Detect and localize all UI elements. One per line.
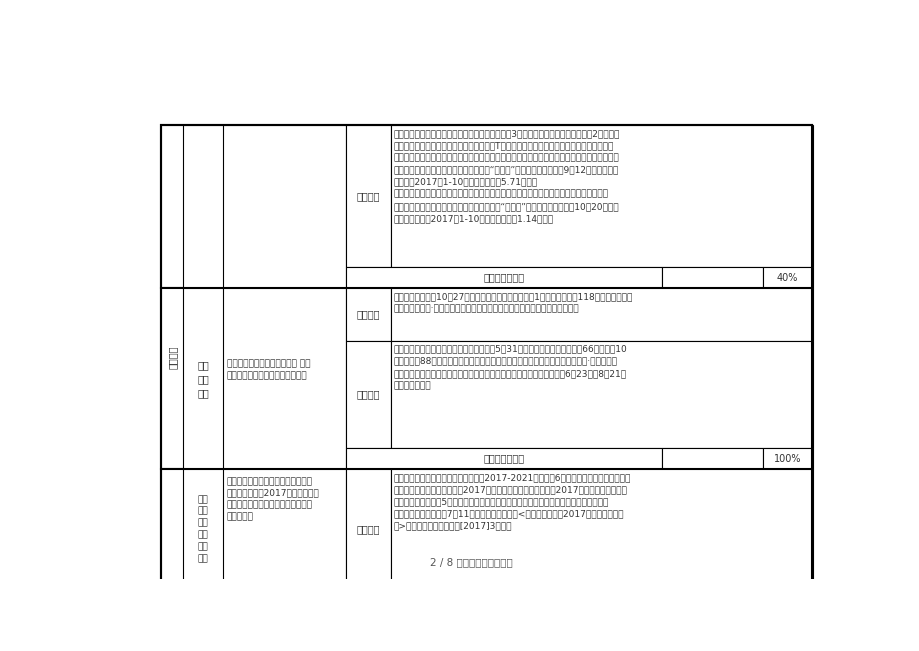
Text: 40%: 40%: [777, 273, 798, 283]
Bar: [223, 288, 346, 469]
Bar: [223, 125, 346, 288]
Bar: [162, 125, 811, 288]
Bar: [346, 469, 391, 589]
Bar: [662, 448, 762, 469]
Bar: [346, 125, 391, 267]
Text: 累计进度: 累计进度: [357, 191, 380, 201]
Bar: [346, 448, 662, 469]
Bar: [762, 267, 811, 288]
Text: 《杭州市轨道交通建设五年攻坚计划（2017-2021年）》于6月上旬制定完成并如期报送杭
州市政府；《杭州市轨道交通2017年建设目标任务清单》（即《2017年: 《杭州市轨道交通建设五年攻坚计划（2017-2021年）》于6月上旬制定完成并如…: [393, 473, 630, 531]
Bar: [662, 267, 762, 288]
Bar: [391, 125, 811, 267]
Bar: [162, 288, 811, 469]
Text: 杭临线：锦南新城站、临安广场站、农林大学站箉3座车站及锦临风井、临农风井箉2座风井进
行主体基坑开挨及结构施工，风新路站、绻T路站进行变更后的施工图设计及管线迁: 杭临线：锦南新城站、临安广场站、农林大学站箉3座车站及锦临风井、临农风井箉2座风…: [393, 129, 619, 223]
Bar: [762, 448, 811, 469]
Text: 累计完成工作量: 累计完成工作量: [483, 273, 524, 283]
Text: 地鐵九堡客运中心综合体开业 七堡
车辆段综合体持续开展销售工作。: 地鐵九堡客运中心综合体开业 七堡 车辆段综合体持续开展销售工作。: [226, 359, 310, 380]
Bar: [223, 469, 346, 589]
Bar: [391, 340, 811, 448]
Bar: [162, 469, 811, 589]
Text: 累计进度: 累计进度: [357, 389, 380, 399]
Text: 地鐵九堡客运中心综合体（地鐵东城）已于5月31日开业，当天开业商户共有66家，截至10
月底共开业88家，超市、影院等主力店铺已全部开业；七堡车辆段综合体（地鐵: 地鐵九堡客运中心综合体（地鐵东城）已于5月31日开业，当天开业商户共有66家，截…: [393, 344, 627, 390]
Bar: [183, 125, 223, 288]
Bar: [346, 267, 662, 288]
Text: 当月进度: 当月进度: [357, 524, 380, 534]
Bar: [162, 125, 183, 589]
Bar: [346, 340, 391, 448]
Text: 主力店永辉超市于10月27日开业，开业当天，客流超过1万人，销售额达118万元；七堡车辆
段综合体（地鐵·绳城杨柳郡项目）目前仍在开展三期第二批房源的签约工作。: 主力店永辉超市于10月27日开业，开业当天，客流超过1万人，销售额达118万元；…: [393, 292, 632, 313]
Bar: [183, 469, 223, 589]
Text: 工作目标: 工作目标: [167, 345, 177, 368]
Text: 制定《杭州市轨道交通建设五年攻坚
行动计划》和《2017年杭州市轨道
交通建设工作任务书》。（重点突破
改革目标）: 制定《杭州市轨道交通建设五年攻坚 行动计划》和《2017年杭州市轨道 交通建设工…: [226, 477, 319, 521]
Bar: [391, 288, 811, 340]
Text: 100%: 100%: [773, 454, 800, 464]
Text: 地鐵
物业
开发: 地鐵 物业 开发: [198, 360, 209, 398]
Bar: [346, 288, 391, 340]
Text: 轨道
交通
建设
体制
机制
改革: 轨道 交通 建设 体制 机制 改革: [198, 495, 209, 563]
Text: 累计完成工作量: 累计完成工作量: [483, 454, 524, 464]
Bar: [183, 288, 223, 469]
Text: 2 / 8 文档可自由编辑打印: 2 / 8 文档可自由编辑打印: [430, 557, 512, 568]
Bar: [391, 469, 811, 589]
Text: 当月进度: 当月进度: [357, 309, 380, 320]
